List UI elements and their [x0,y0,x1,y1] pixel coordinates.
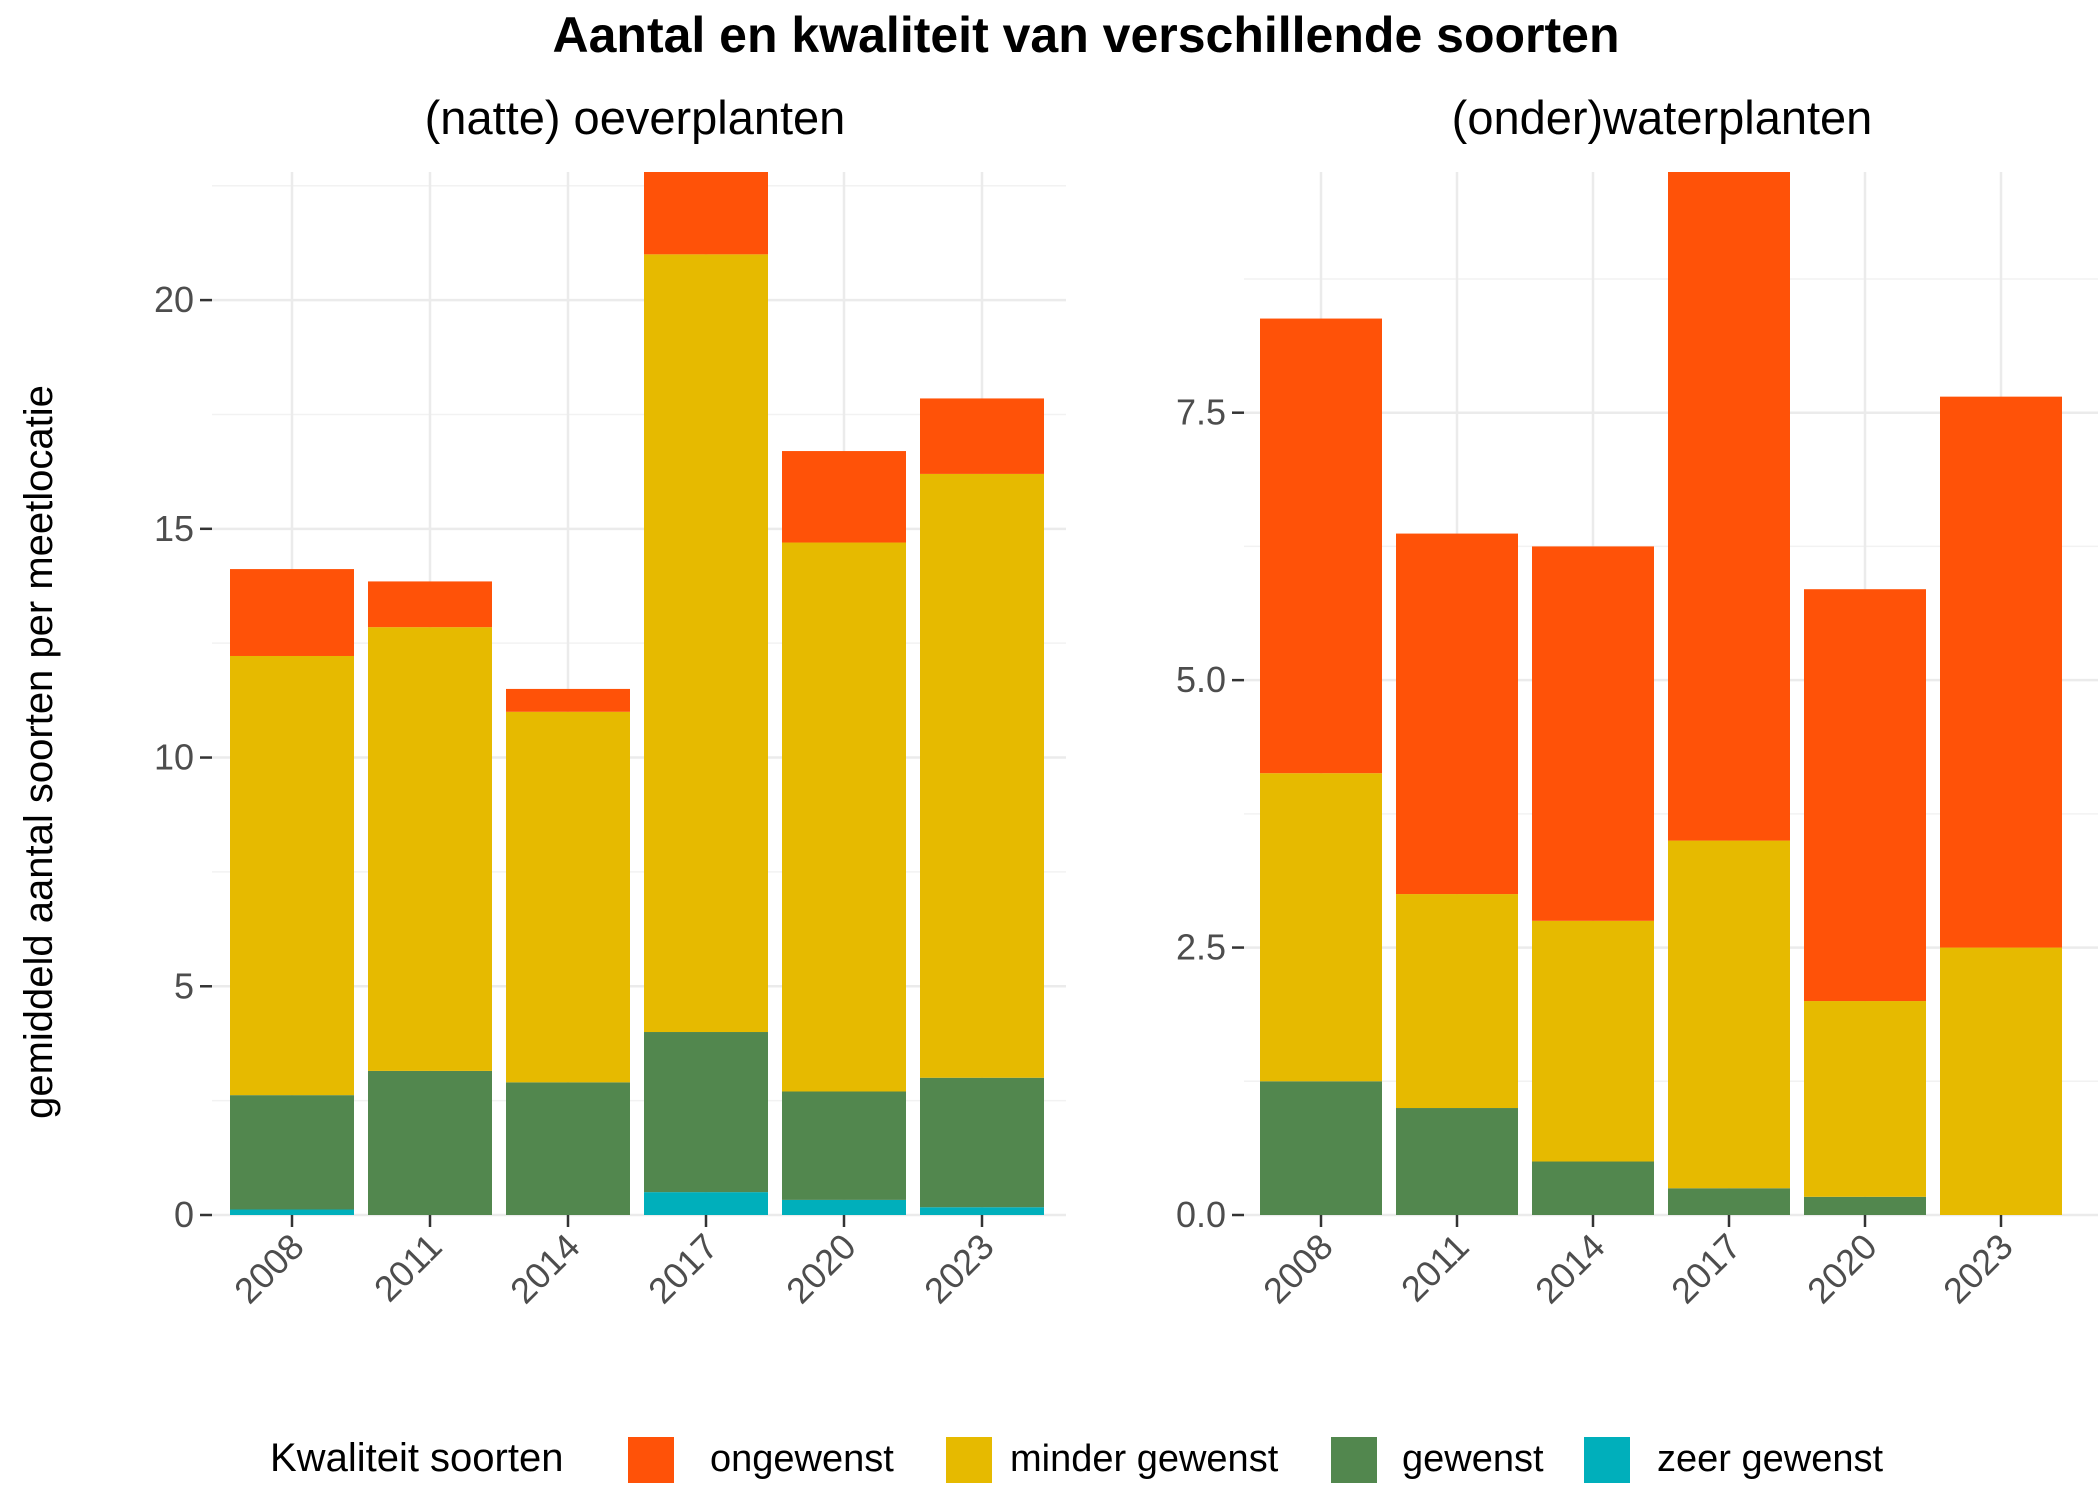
x-tick-label: 2023 [916,1226,1002,1312]
legend: Kwaliteit soorten ongewenst minder gewen… [270,1436,1883,1483]
y-tick-label: 7.5 [1176,392,1226,433]
bar-2020-ongewenst [782,451,906,543]
bar-2023-zeer-gewenst [920,1207,1044,1215]
legend-key-zeer-gewenst [1584,1437,1630,1483]
legend-key-minder-gewenst [946,1437,992,1483]
bar-2008-gewenst [1260,1081,1382,1215]
bar-2020-ongewenst [1804,589,1926,1002]
bar-2017-ongewenst [1668,172,1790,841]
bar-2014-minder-gewenst [506,711,630,1083]
bar-2017-minder-gewenst [1668,840,1790,1189]
bar-2008-gewenst [230,1095,354,1210]
bar-2023-ongewenst [920,398,1044,474]
bar-2011-gewenst [368,1070,492,1215]
y-tick-label: 15 [154,508,194,549]
y-axis-title: gemiddeld aantal soorten per meetlocatie [17,385,61,1119]
x-tick-label: 2011 [1393,1226,1477,1310]
bar-2011-minder-gewenst [1396,894,1518,1109]
bar-2014-gewenst [1532,1161,1654,1215]
bar-2023-ongewenst [1940,396,2062,948]
legend-label-ongewenst: ongewenst [710,1438,894,1480]
bar-2011-minder-gewenst [368,627,492,1071]
legend-label-gewenst: gewenst [1402,1438,1544,1480]
bar-2008-ongewenst [230,569,354,656]
chart-title: Aantal en kwaliteit van verschillende so… [552,7,1619,63]
bar-2008-minder-gewenst [1260,773,1382,1082]
panel-title-waterplanten: (onder)waterplanten [1452,91,1873,144]
bar-2023-minder-gewenst [1940,947,2062,1215]
x-tick-label: 2014 [1527,1226,1613,1312]
legend-title: Kwaliteit soorten [270,1436,563,1480]
bar-2014-ongewenst [506,688,630,712]
bar-2020-gewenst [782,1091,906,1200]
bar-2014-minder-gewenst [1532,920,1654,1162]
legend-key-ongewenst [628,1437,674,1483]
y-tick-label: 10 [154,737,194,778]
x-tick-label: 2014 [502,1226,588,1312]
x-tick-label: 2011 [366,1226,450,1310]
y-tick-label: 2.5 [1176,927,1226,968]
y-tick-label: 5 [174,965,194,1006]
legend-label-minder-gewenst: minder gewenst [1010,1438,1279,1480]
bar-2017-gewenst [1668,1188,1790,1215]
bar-2017-minder-gewenst [644,254,768,1033]
y-tick-label: 0.0 [1176,1194,1226,1235]
x-tick-label: 2020 [778,1226,864,1312]
x-tick-label: 2017 [640,1226,726,1312]
x-tick-label: 2008 [1255,1226,1341,1312]
bar-2008-ongewenst [1260,318,1382,774]
legend-label-zeer-gewenst: zeer gewenst [1657,1438,1883,1480]
panel-waterplanten: 0.0 2.5 5.0 7.5 2008 2011 2014 2017 2020 2023 [1176,172,2098,1311]
x-tick-label: 2020 [1799,1226,1885,1312]
x-tick-label: 2008 [226,1226,312,1312]
bar-2023-gewenst [920,1077,1044,1208]
y-tick-label: 5.0 [1176,659,1226,700]
bar-2008-minder-gewenst [230,655,354,1096]
bar-2020-minder-gewenst [782,542,906,1092]
bar-2020-minder-gewenst [1804,1001,1926,1197]
bar-2017-gewenst [644,1032,768,1193]
panel-title-oeverplanten: (natte) oeverplanten [425,91,846,144]
bar-2011-ongewenst [1396,533,1518,895]
y-tick-label: 20 [154,279,194,320]
x-tick-label: 2017 [1663,1226,1749,1312]
bar-2011-ongewenst [368,581,492,628]
bar-2014-ongewenst [1532,546,1654,921]
bar-2020-gewenst [1804,1196,1926,1215]
bar-2020-zeer-gewenst [782,1199,906,1215]
bar-2023-minder-gewenst [920,473,1044,1078]
bar-2011-gewenst [1396,1108,1518,1215]
y-tick-label: 0 [174,1194,194,1235]
legend-key-gewenst [1331,1437,1377,1483]
bar-2008-zeer-gewenst [230,1209,354,1215]
bar-2014-gewenst [506,1082,630,1215]
x-tick-label: 2023 [1935,1226,2021,1312]
bar-2017-zeer-gewenst [644,1192,768,1215]
panel-oeverplanten: 0 5 10 15 20 2008 2011 2014 2017 2020 2023 [154,172,1066,1311]
bar-2017-ongewenst [644,172,768,255]
